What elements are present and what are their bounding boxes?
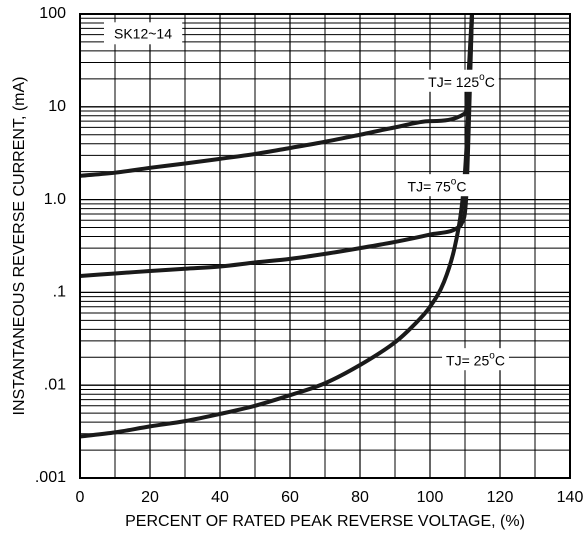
part-number-label: SK12~14 [114,25,172,41]
series-curves [80,14,474,439]
y-tick-label: 10 [48,98,66,115]
x-tick-label: 60 [281,489,299,506]
x-tick-label: 40 [211,489,229,506]
series-label-text: TJ= 75 [408,178,451,194]
series-label-background [403,174,471,197]
plot-frame [79,13,571,479]
series-label-2: TJ= 75oC [408,176,467,194]
series-label-degree: o [489,350,495,361]
series-label-unit: C [485,74,495,90]
part-number-background [104,22,183,45]
y-tick-label: 100 [39,5,66,22]
part-number-annotation: SK12~14 [104,22,183,45]
x-tick-label: 140 [557,489,584,506]
series-label-unit: C [495,352,505,368]
series-line-2 [80,14,474,279]
series-label-group-3: TJ= 25oC [442,348,509,371]
x-tick-label: 80 [351,489,369,506]
series-label-group-2: TJ= 75oC [403,174,471,197]
y-tick-label: .1 [53,284,66,301]
series-label-1: TJ= 125oC [428,72,495,90]
y-axis-title: INSTANTANEOUS REVERSE CURRENT, (mA) [11,77,28,416]
x-tick-label: 100 [417,489,444,506]
x-tick-label: 20 [141,489,159,506]
y-tick-label: .001 [35,469,66,486]
series-line-1 [80,14,474,178]
series-line-3 [80,14,474,439]
series-label-group-1: TJ= 125oC [424,69,499,92]
y-tick-label: .01 [44,376,66,393]
series-label-text: TJ= 125 [428,74,479,90]
series-label-degree: o [451,176,457,187]
x-axis-title: PERCENT OF RATED PEAK REVERSE VOLTAGE, (… [125,513,525,530]
x-tick-label: 0 [76,489,85,506]
series-label-background [424,69,499,92]
series-label-unit: C [456,178,466,194]
series-label-background [442,348,509,371]
series-label-3: TJ= 25oC [446,350,505,368]
y-tick-label: 1.0 [44,191,66,208]
tick-labels: 0 20 40 60 80 100 120 140 100 10 1.0 .1 .01 .001 [35,5,584,506]
series-label-degree: o [479,72,485,83]
series-label-text: TJ= 25 [446,352,489,368]
x-tick-label: 120 [487,489,514,506]
